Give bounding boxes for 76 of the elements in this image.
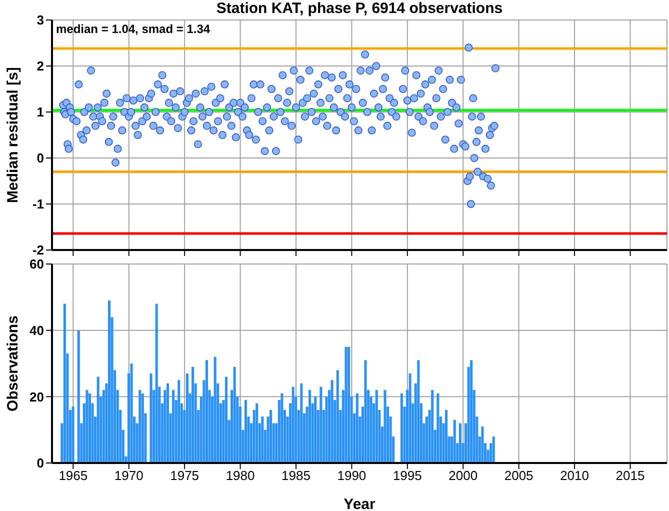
bar [233,366,236,463]
y-tick-label: 1 [36,104,44,120]
bar [408,373,412,463]
bar [336,370,339,463]
bar [88,393,91,463]
x-tick-label: 2010 [560,468,589,484]
bar [214,356,216,463]
chart-title: Station KAT, phase P, 6914 observations [215,0,504,17]
bar [244,400,247,463]
y-tick-label: 20 [30,389,44,404]
x-tick-label: 2005 [504,468,534,484]
bar [270,410,272,463]
y-tick-label: 60 [30,256,44,272]
y-tick-label: -1 [32,196,44,212]
bar [375,390,378,463]
bar [492,436,495,463]
bar [141,393,144,463]
bar [445,410,448,463]
y-tick-label: -2 [32,242,44,258]
bar [470,360,473,463]
bar [256,403,258,463]
x-tick-label: 1995 [392,468,422,484]
bar [330,380,334,463]
bar [186,373,188,463]
bar [348,346,350,463]
x-tick-label: 2015 [616,468,645,484]
bar [314,396,317,463]
bar [300,383,303,463]
x-tick-label: 1970 [114,468,144,484]
y-tick-label: 40 [30,322,44,338]
bar [344,346,348,463]
bar [320,386,322,463]
bar [178,380,180,463]
bar [481,426,484,463]
bar [308,390,312,463]
y-axis-title: Median residual [s] [4,67,22,203]
annotation: median = 1.04, smad = 1.34 [56,22,210,36]
x-tick-label: 1965 [58,468,88,484]
bar [108,300,110,463]
bar [364,360,367,463]
y-tick-label: 0 [36,150,44,166]
x-axis-title: Year [344,496,376,511]
bar [205,360,208,463]
bar [150,373,152,463]
bar [417,360,420,463]
bar [458,423,462,463]
bar [400,393,403,463]
bar [166,383,169,463]
bar [261,416,264,463]
bar [384,390,386,463]
bar [280,393,284,463]
y-axis-title: Observations [4,316,22,412]
x-tick-label: 1985 [282,468,310,484]
bar [356,393,358,463]
bar [63,304,66,463]
bar [224,376,228,463]
bar [436,393,440,463]
bar [96,376,100,463]
bar [192,366,194,463]
bar [453,420,456,463]
y-tick-label: 2 [36,58,44,74]
bar [77,330,80,463]
bar [138,390,142,463]
bar [172,390,175,463]
x-tick-label: 2000 [448,468,478,484]
x-tick-label: 1990 [337,468,366,484]
x-tick-label: 1975 [170,468,200,484]
y-tick-label: 3 [36,12,44,28]
bar [155,304,158,463]
bar [86,390,88,463]
bar [130,364,133,463]
y-tick-label: 0 [36,456,44,471]
bar [72,406,74,463]
bar [431,390,434,463]
x-tick-label: 1980 [226,468,255,484]
bar [292,386,294,463]
